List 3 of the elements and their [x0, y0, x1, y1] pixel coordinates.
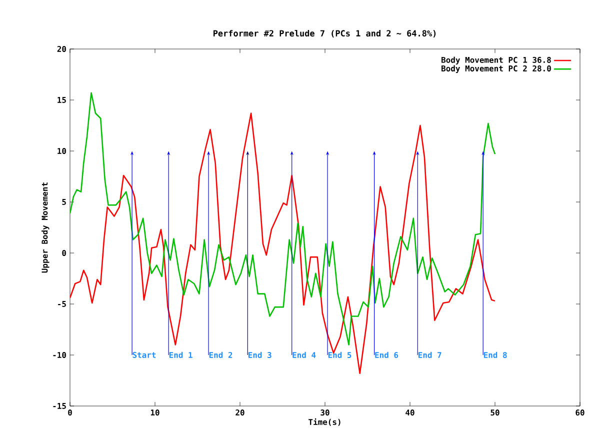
- chart-title: Performer #2 Prelude 7 (PCs 1 and 2 ~ 64.8%): [214, 30, 436, 38]
- line-series: [70, 112, 496, 374]
- line-series: [70, 92, 496, 346]
